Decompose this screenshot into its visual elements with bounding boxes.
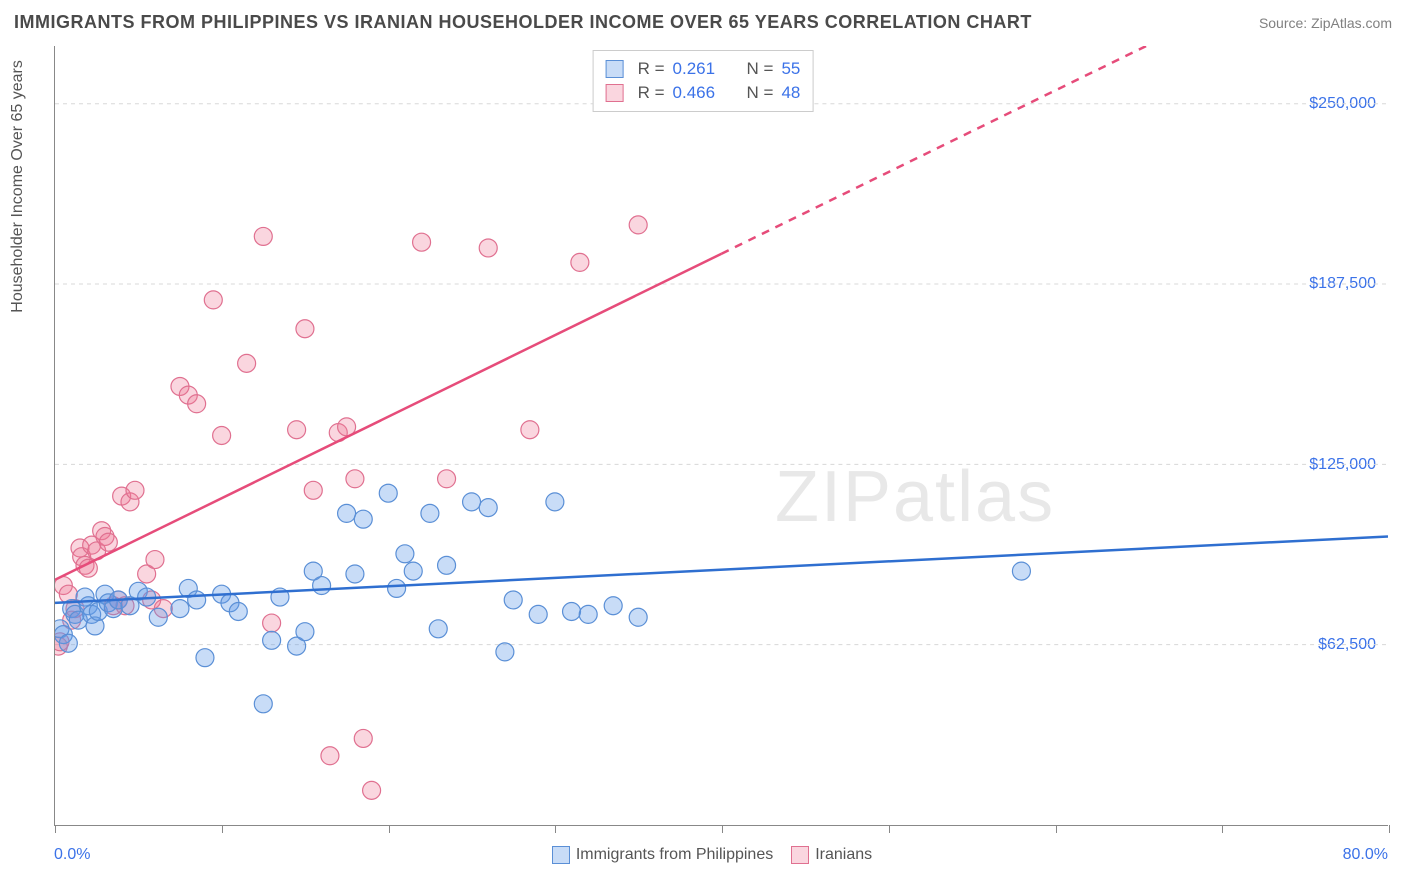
x-tick xyxy=(1222,825,1223,833)
x-tick xyxy=(1389,825,1390,833)
legend-row: R = 0.466N = 48 xyxy=(606,81,801,105)
legend-row: R = 0.261N = 55 xyxy=(606,57,801,81)
x-tick xyxy=(389,825,390,833)
x-tick xyxy=(722,825,723,833)
x-tick xyxy=(555,825,556,833)
legend-swatch xyxy=(552,846,570,864)
chart-title: IMMIGRANTS FROM PHILIPPINES VS IRANIAN H… xyxy=(14,12,1032,33)
legend-swatch xyxy=(606,84,624,102)
legend-swatch xyxy=(606,60,624,78)
x-tick xyxy=(1056,825,1057,833)
x-tick xyxy=(55,825,56,833)
y-axis-label: Householder Income Over 65 years xyxy=(9,60,27,313)
x-tick xyxy=(889,825,890,833)
source-attribution: Source: ZipAtlas.com xyxy=(1259,15,1392,31)
chart-svg xyxy=(55,46,1388,825)
plot-area: ZIPatlas $62,500$125,000$187,500$250,000 xyxy=(54,46,1388,826)
correlation-legend: R = 0.261N = 55R = 0.466N = 48 xyxy=(593,50,814,112)
series-legend: Immigrants from Philippines Iranians xyxy=(0,846,1406,864)
x-tick xyxy=(222,825,223,833)
legend-label: Immigrants from Philippines xyxy=(576,846,773,863)
legend-swatch xyxy=(791,846,809,864)
legend-label: Iranians xyxy=(815,846,872,863)
